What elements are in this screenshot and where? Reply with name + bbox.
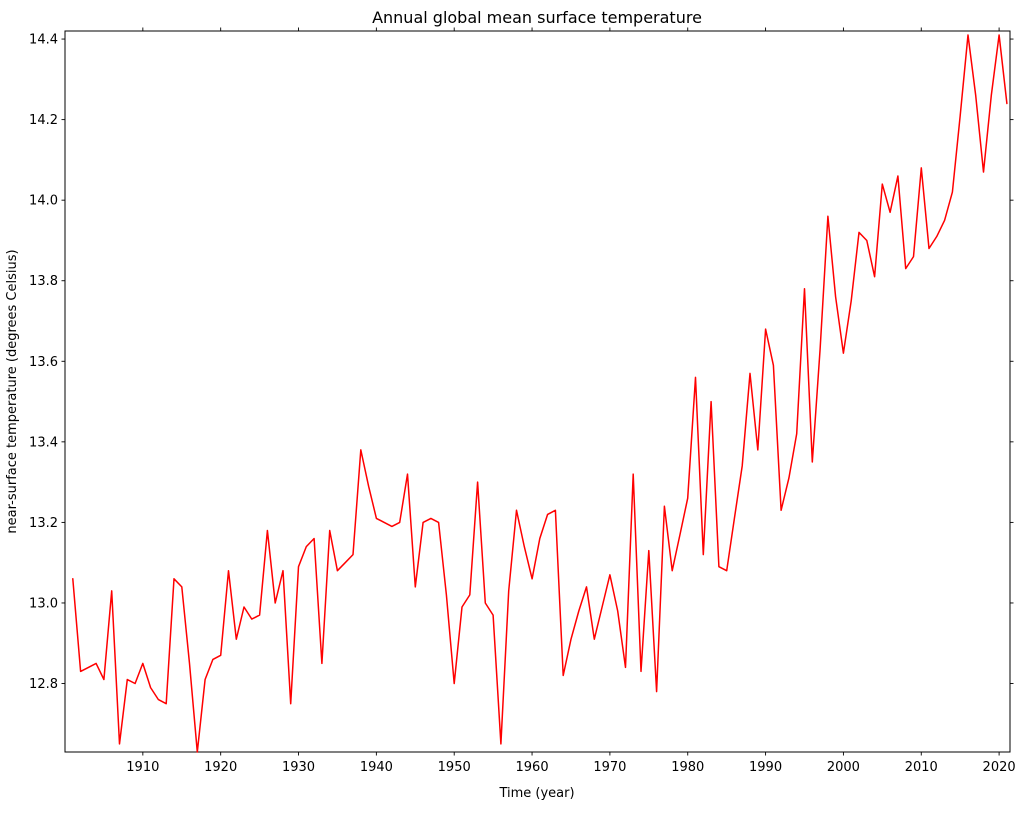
x-axis-label: Time (year) xyxy=(498,786,574,801)
x-tick-label: 1960 xyxy=(516,760,549,775)
plot-frame xyxy=(64,30,1011,753)
y-axis-label: near-surface temperature (degrees Celsiu… xyxy=(5,249,20,533)
y-tick-label: 14.0 xyxy=(29,194,58,209)
x-tick-label: 1930 xyxy=(282,760,315,775)
x-tick-label: 1910 xyxy=(126,760,159,775)
x-tick-label: 1980 xyxy=(671,760,704,775)
x-tick-label: 2000 xyxy=(827,760,860,775)
x-tick-label: 1920 xyxy=(204,760,237,775)
x-tick-label: 1970 xyxy=(593,760,626,775)
y-tick-label: 13.2 xyxy=(29,516,58,531)
y-tick-label: 14.2 xyxy=(29,113,58,128)
x-tick-label: 1990 xyxy=(749,760,782,775)
y-tick-label: 12.8 xyxy=(29,677,58,692)
plot-area: 1910 1920 1930 1940 1950 1960 1970 1980 1990 2000… xyxy=(29,27,1016,775)
x-tick-label: 2010 xyxy=(905,760,938,775)
y-tick-label: 13.6 xyxy=(29,355,58,370)
x-tick-label: 1940 xyxy=(360,760,393,775)
y-tick-label: 13.0 xyxy=(29,596,58,611)
x-tick-label: 2020 xyxy=(983,760,1016,775)
y-tick-label: 14.4 xyxy=(29,33,58,48)
chart-title: Annual global mean surface temperature xyxy=(372,8,702,27)
y-tick-label: 13.8 xyxy=(29,274,58,289)
x-tick-label: 1950 xyxy=(438,760,471,775)
y-tick-label: 13.4 xyxy=(29,435,58,450)
temperature-line xyxy=(72,34,1008,753)
